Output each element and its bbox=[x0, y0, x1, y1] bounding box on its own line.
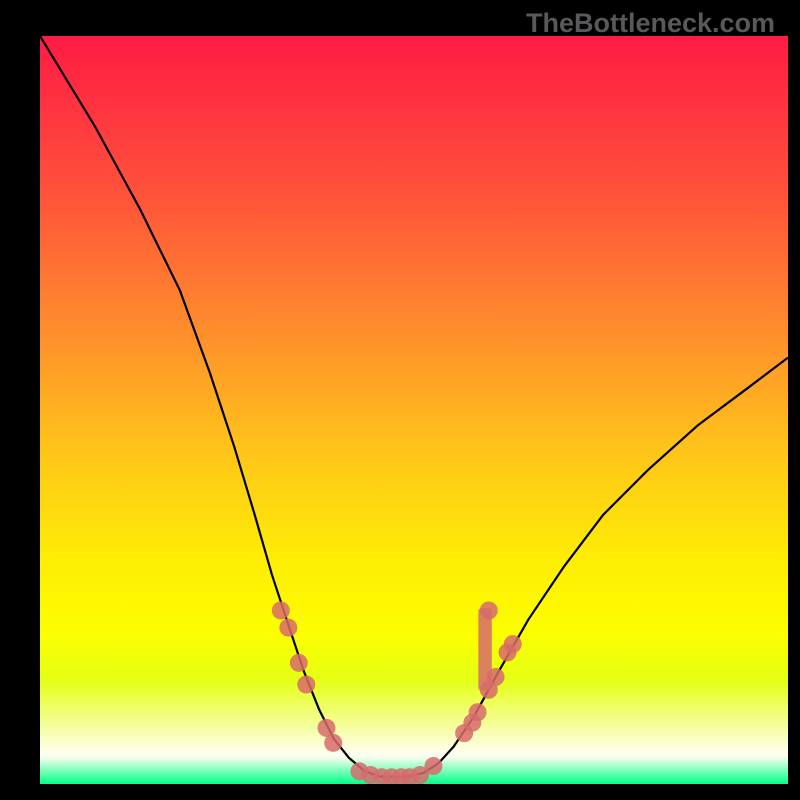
plot-area bbox=[40, 36, 788, 784]
data-marker bbox=[504, 635, 522, 653]
watermark-text: TheBottleneck.com bbox=[526, 8, 775, 39]
data-marker bbox=[272, 601, 290, 619]
data-marker bbox=[469, 703, 487, 721]
data-marker bbox=[480, 601, 498, 619]
data-marker bbox=[324, 734, 342, 752]
gradient-background bbox=[40, 36, 788, 784]
data-marker bbox=[279, 619, 297, 637]
chart-frame: TheBottleneck.com bbox=[0, 0, 800, 800]
data-marker bbox=[487, 668, 505, 686]
data-marker bbox=[290, 654, 308, 672]
data-marker bbox=[424, 757, 442, 775]
data-marker bbox=[297, 676, 315, 694]
